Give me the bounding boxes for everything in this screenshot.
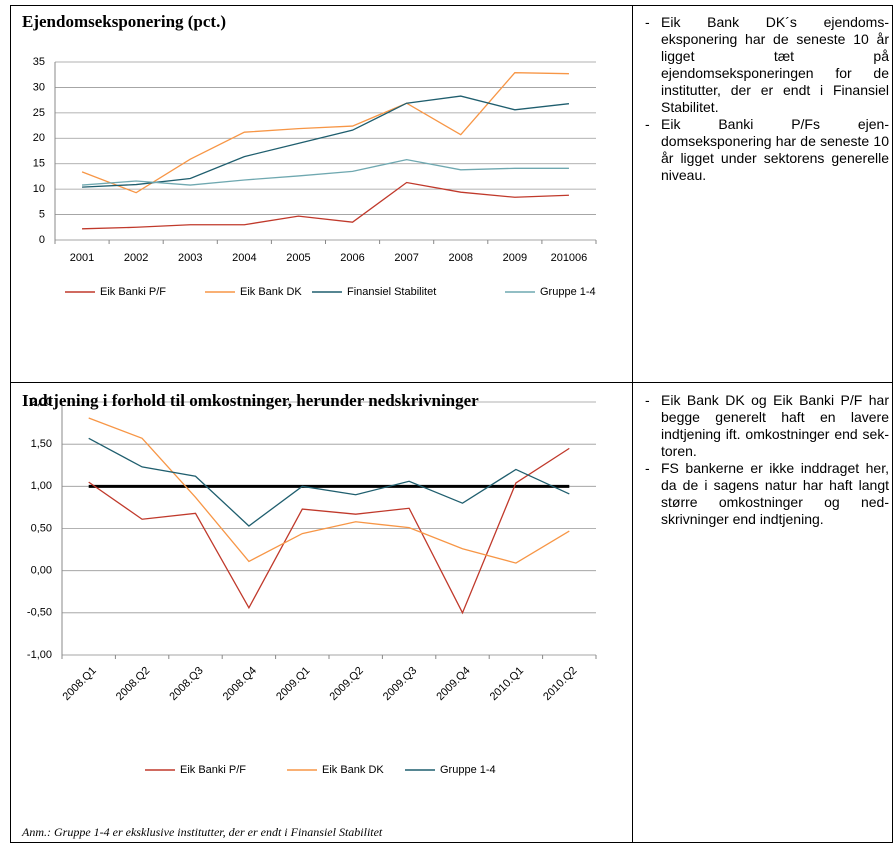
- y-tick-label: 5: [39, 208, 45, 220]
- y-tick-label: 0,50: [31, 522, 52, 534]
- table-border: [10, 5, 893, 843]
- line-series: [88, 417, 570, 564]
- bullet-list: - Eik Bank DK´s ejendoms­eksponering har …: [645, 14, 889, 184]
- legend-label: Eik Bank DK: [240, 286, 302, 298]
- x-tick-label: 201006: [551, 252, 588, 264]
- x-tick-label: 2008.Q2: [114, 665, 152, 703]
- line-series: [82, 95, 570, 188]
- legend-label: Finansiel Stabilitet: [347, 286, 436, 298]
- x-tick-label: 2009.Q1: [274, 665, 312, 703]
- bullet-mark: -: [645, 460, 650, 476]
- chart-title: Ejendomseksponering (pct.): [22, 12, 227, 31]
- x-tick-label: 2009.Q3: [381, 665, 419, 703]
- bullet: - Eik Bank DK´s ejendoms­eksponering har …: [645, 14, 889, 116]
- x-tick-label: 2002: [124, 252, 148, 264]
- legend-label: Eik Banki P/F: [180, 764, 246, 776]
- bullet-text: Eik Bank DK og Eik Banki P/F har begge g…: [661, 392, 889, 459]
- bullet-list: - Eik Bank DK og Eik Banki P/F har begge …: [645, 392, 889, 528]
- x-tick-label: 2005: [286, 252, 310, 264]
- x-tick-label: 2008.Q3: [167, 665, 205, 703]
- legend-label: Gruppe 1-4: [440, 764, 496, 776]
- line-series: [88, 437, 570, 527]
- bullet-mark: -: [645, 116, 650, 132]
- x-tick-label: 2009.Q2: [328, 665, 366, 703]
- y-tick-label: 2,00: [31, 396, 52, 408]
- x-tick-label: 2010.Q2: [541, 665, 579, 703]
- bullet-text: FS bankerne er ikke ind­draget her, da d…: [661, 460, 889, 527]
- x-tick-label: 2004: [232, 252, 256, 264]
- y-tick-label: 1,50: [31, 438, 52, 450]
- bullet: - Eik Banki P/Fs ejen­domseksponering har…: [645, 116, 889, 184]
- x-tick-label: 2006: [340, 252, 364, 264]
- legend-label: Eik Banki P/F: [100, 286, 166, 298]
- y-tick-label: 35: [33, 56, 45, 68]
- bullet-mark: -: [645, 14, 650, 30]
- x-tick-label: 2009.Q4: [434, 665, 472, 703]
- x-tick-label: 2008: [449, 252, 473, 264]
- y-tick-label: 0,00: [31, 565, 52, 577]
- bullet-mark: -: [645, 392, 650, 408]
- bullet-text: Eik Banki P/Fs ejen­domseksponering har …: [661, 116, 889, 183]
- x-tick-label: 2001: [70, 252, 94, 264]
- y-tick-label: 1,00: [31, 480, 52, 492]
- y-tick-label: 10: [33, 183, 45, 195]
- y-tick-label: 15: [33, 158, 45, 170]
- line-series: [82, 181, 569, 230]
- y-tick-label: 25: [33, 107, 45, 119]
- bullet: - Eik Bank DK og Eik Banki P/F har begge …: [645, 392, 889, 460]
- x-tick-label: 2010.Q1: [488, 665, 526, 703]
- chart-title: Indtjening i forhold til omkostninger, h…: [22, 391, 479, 410]
- x-tick-label: 2008.Q4: [221, 665, 259, 703]
- y-tick-label: 30: [33, 81, 45, 93]
- y-tick-label: 20: [33, 132, 45, 144]
- y-tick-label: 0: [39, 234, 45, 246]
- x-tick-label: 2009: [503, 252, 527, 264]
- legend-label: Gruppe 1-4: [540, 286, 596, 298]
- line-series: [88, 447, 570, 615]
- y-tick-label: -1,00: [27, 649, 52, 661]
- x-tick-label: 2003: [178, 252, 202, 264]
- x-tick-label: 2008.Q1: [61, 665, 99, 703]
- legend-label: Eik Bank DK: [322, 764, 384, 776]
- note: Anm.: Gruppe 1-4 er eksklusive institutt…: [22, 825, 383, 839]
- bullet-text: Eik Bank DK´s ejendoms­eksponering har d…: [661, 14, 889, 115]
- line-series: [82, 158, 569, 186]
- y-tick-label: -0,50: [27, 607, 52, 619]
- line-series: [81, 72, 569, 194]
- bullet: - FS bankerne er ikke ind­draget her, da …: [645, 460, 889, 528]
- x-tick-label: 2007: [394, 252, 418, 264]
